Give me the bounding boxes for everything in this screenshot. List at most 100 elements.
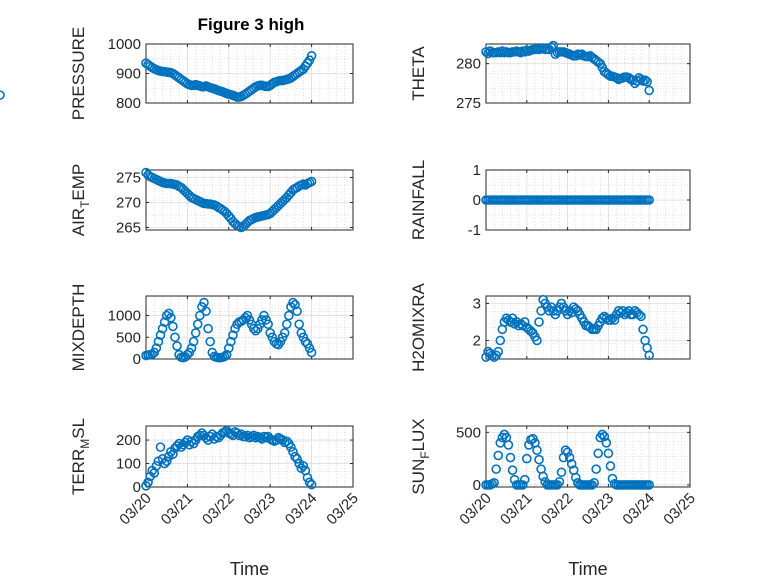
data-point [168, 449, 178, 459]
data-point [599, 431, 610, 442]
data-point [294, 319, 304, 330]
data-point [161, 456, 172, 466]
data-point [519, 474, 530, 485]
y-axis-label: H2OMIXRA [409, 282, 428, 371]
y-tick-label: 900 [116, 66, 141, 83]
data-point [493, 346, 504, 357]
y-tick-label: 1000 [108, 36, 141, 53]
data-point [292, 454, 302, 464]
data-point [195, 310, 205, 321]
data-point [155, 330, 166, 340]
data-point [556, 467, 567, 478]
data-point [554, 476, 565, 487]
data-point [298, 461, 309, 471]
data-point [640, 75, 650, 85]
y-axis-label: PRESSURE [69, 27, 88, 121]
x-tick-label: 03/25 [323, 490, 362, 529]
data-point [601, 438, 612, 448]
axes-frame [145, 169, 354, 231]
x-tick-label: 03/21 [158, 490, 197, 529]
data-point [186, 436, 197, 447]
data-point [532, 445, 542, 455]
panel-rainfall: -1 0 1 RAINFALL [409, 160, 691, 240]
data-point [143, 477, 153, 488]
y-tick-label: -1 [468, 222, 481, 239]
data-point [205, 336, 215, 347]
x-tick-label: 03/23 [240, 490, 279, 529]
data-point [190, 328, 201, 338]
x-axis-label: Time [230, 559, 269, 579]
y-axis-label-subscript: T [78, 200, 92, 208]
y-tick-label: 270 [116, 195, 141, 212]
data-point [157, 323, 168, 334]
data-point [281, 319, 292, 330]
data-point [304, 477, 315, 488]
data-point [151, 343, 162, 353]
axes-background [146, 170, 353, 230]
data-point [507, 465, 518, 475]
y-axis-label-rest: LUX [409, 418, 428, 451]
data-point [151, 461, 162, 471]
y-tick-label: 280 [456, 56, 481, 73]
y-tick-label: 1000 [108, 308, 141, 325]
data-point [521, 453, 532, 464]
data-point [489, 477, 499, 488]
y-tick-label: 500 [116, 329, 141, 346]
y-axis-label-main: TERR [69, 449, 88, 495]
y-axis-label: AIRTEMP [69, 164, 92, 237]
data-point [605, 315, 616, 325]
x-tick-label: 03/21 [497, 490, 536, 529]
panel-theta: 275 280 THETA [0, 40, 691, 112]
data-point [644, 85, 655, 96]
y-axis-label-main: RAINFALL [409, 160, 428, 240]
data-point [591, 464, 601, 474]
data-point [224, 343, 234, 353]
data-point [306, 50, 317, 61]
x-axis-label: Time [568, 559, 607, 579]
data-point [195, 430, 205, 441]
data-point [300, 336, 311, 347]
data-point [538, 471, 548, 482]
panel-h2omixra: 2 3 H2OMIXRA [409, 282, 691, 372]
data-point [636, 74, 646, 85]
y-axis-label-main: H2OMIXRA [409, 282, 428, 371]
y-axis-label-main: SUN [409, 459, 428, 495]
data-point [609, 315, 620, 325]
data-point [201, 306, 211, 317]
data-point [172, 441, 182, 451]
y-tick-label: 0 [473, 477, 481, 494]
data-point [248, 430, 259, 441]
data-point [221, 349, 232, 360]
data-point [0, 90, 5, 100]
data-point [642, 76, 652, 87]
data-point [263, 319, 273, 330]
data-point [306, 176, 317, 187]
data-point [228, 330, 238, 340]
y-axis-label-main: MIXDEPTH [69, 284, 88, 372]
data-point [155, 442, 166, 452]
data-point [560, 445, 571, 455]
data-point [306, 347, 317, 358]
axes-frame [145, 295, 354, 360]
data-point [517, 480, 528, 490]
data-point [519, 317, 530, 327]
data-point [638, 324, 648, 335]
data-point [182, 349, 193, 360]
data-point [203, 323, 213, 334]
data-point [159, 458, 170, 469]
y-axis-label: RAINFALL [409, 160, 428, 240]
data-point [168, 321, 178, 332]
data-point [593, 448, 604, 459]
data-point [605, 461, 616, 471]
y-tick-label: 2 [473, 332, 481, 349]
data-point [199, 297, 209, 308]
data-point [286, 442, 296, 452]
y-tick-label: 800 [116, 95, 141, 112]
data-point [271, 435, 282, 445]
y-tick-label: 500 [456, 424, 481, 441]
data-point [491, 464, 502, 474]
axes-frame [485, 43, 691, 104]
data-point [562, 447, 573, 458]
